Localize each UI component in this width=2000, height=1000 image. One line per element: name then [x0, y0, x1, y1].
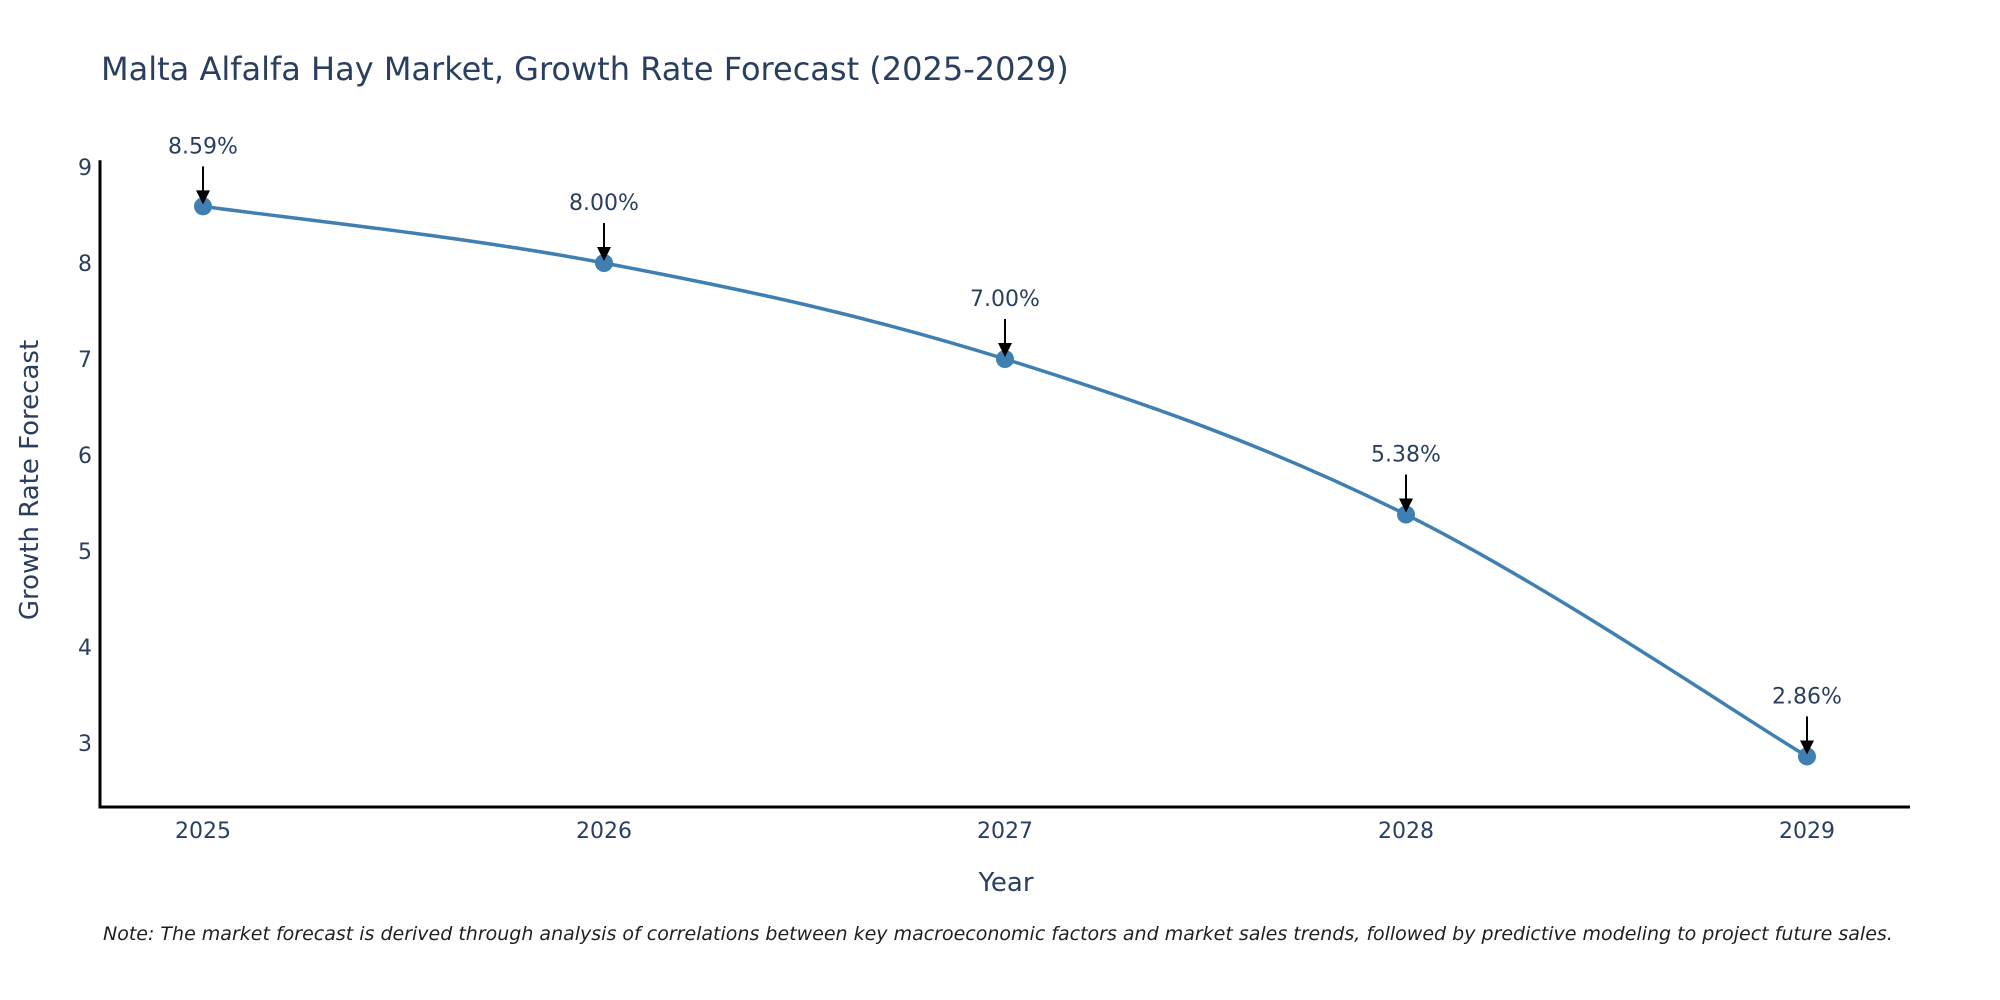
y-tick-label: 6: [78, 444, 92, 469]
y-tick-label: 3: [78, 732, 92, 757]
annotations: 8.59% 8.00% 7.00% 5.38% 2.86%: [168, 134, 1842, 755]
data-point[interactable]: [194, 197, 212, 216]
annotation: 5.38%: [1371, 443, 1441, 513]
annotation-arrow-head: [1399, 498, 1413, 513]
y-tick-label: 4: [78, 636, 92, 661]
x-tick-label: 2028: [1378, 819, 1434, 844]
y-tick-label: 7: [78, 348, 92, 373]
y-tick-label: 5: [78, 540, 92, 565]
axes: [98, 160, 1910, 809]
annotation-label: 8.00%: [569, 191, 639, 216]
annotation-label: 7.00%: [970, 287, 1040, 312]
data-point[interactable]: [1798, 747, 1816, 766]
x-tick-label: 2029: [1779, 819, 1835, 844]
data-point[interactable]: [1397, 505, 1415, 524]
y-tick-label: 9: [78, 156, 92, 181]
x-tick-label: 2026: [576, 819, 632, 844]
annotation-arrow-head: [998, 343, 1012, 357]
y-axis-ticks: 3 4 5 6 7 8 9: [78, 156, 92, 757]
x-axis-ticks: 2025 2026 2027 2028 2029: [175, 819, 1835, 844]
annotation: 2.86%: [1772, 684, 1842, 755]
annotation: 7.00%: [970, 287, 1040, 357]
annotation-arrow-head: [196, 190, 210, 205]
y-tick-label: 8: [78, 252, 92, 277]
annotation: 8.00%: [569, 191, 639, 261]
annotation-label: 8.59%: [168, 134, 238, 159]
annotation-label: 2.86%: [1772, 684, 1842, 709]
annotation: 8.59%: [168, 134, 238, 205]
x-tick-label: 2025: [175, 819, 231, 844]
x-axis-title: Year: [977, 868, 1033, 898]
x-tick-label: 2027: [977, 819, 1033, 844]
chart-title: Malta Alfalfa Hay Market, Growth Rate Fo…: [101, 50, 1069, 88]
annotation-arrow-head: [1800, 740, 1814, 755]
data-point[interactable]: [595, 254, 613, 272]
y-axis-title: Growth Rate Forecast: [15, 340, 45, 620]
annotation-arrow-head: [597, 247, 611, 261]
chart-note: Note: The market forecast is derived thr…: [103, 923, 1893, 945]
data-point[interactable]: [996, 350, 1014, 368]
annotation-label: 5.38%: [1371, 443, 1441, 468]
series-layer: [194, 197, 1816, 766]
